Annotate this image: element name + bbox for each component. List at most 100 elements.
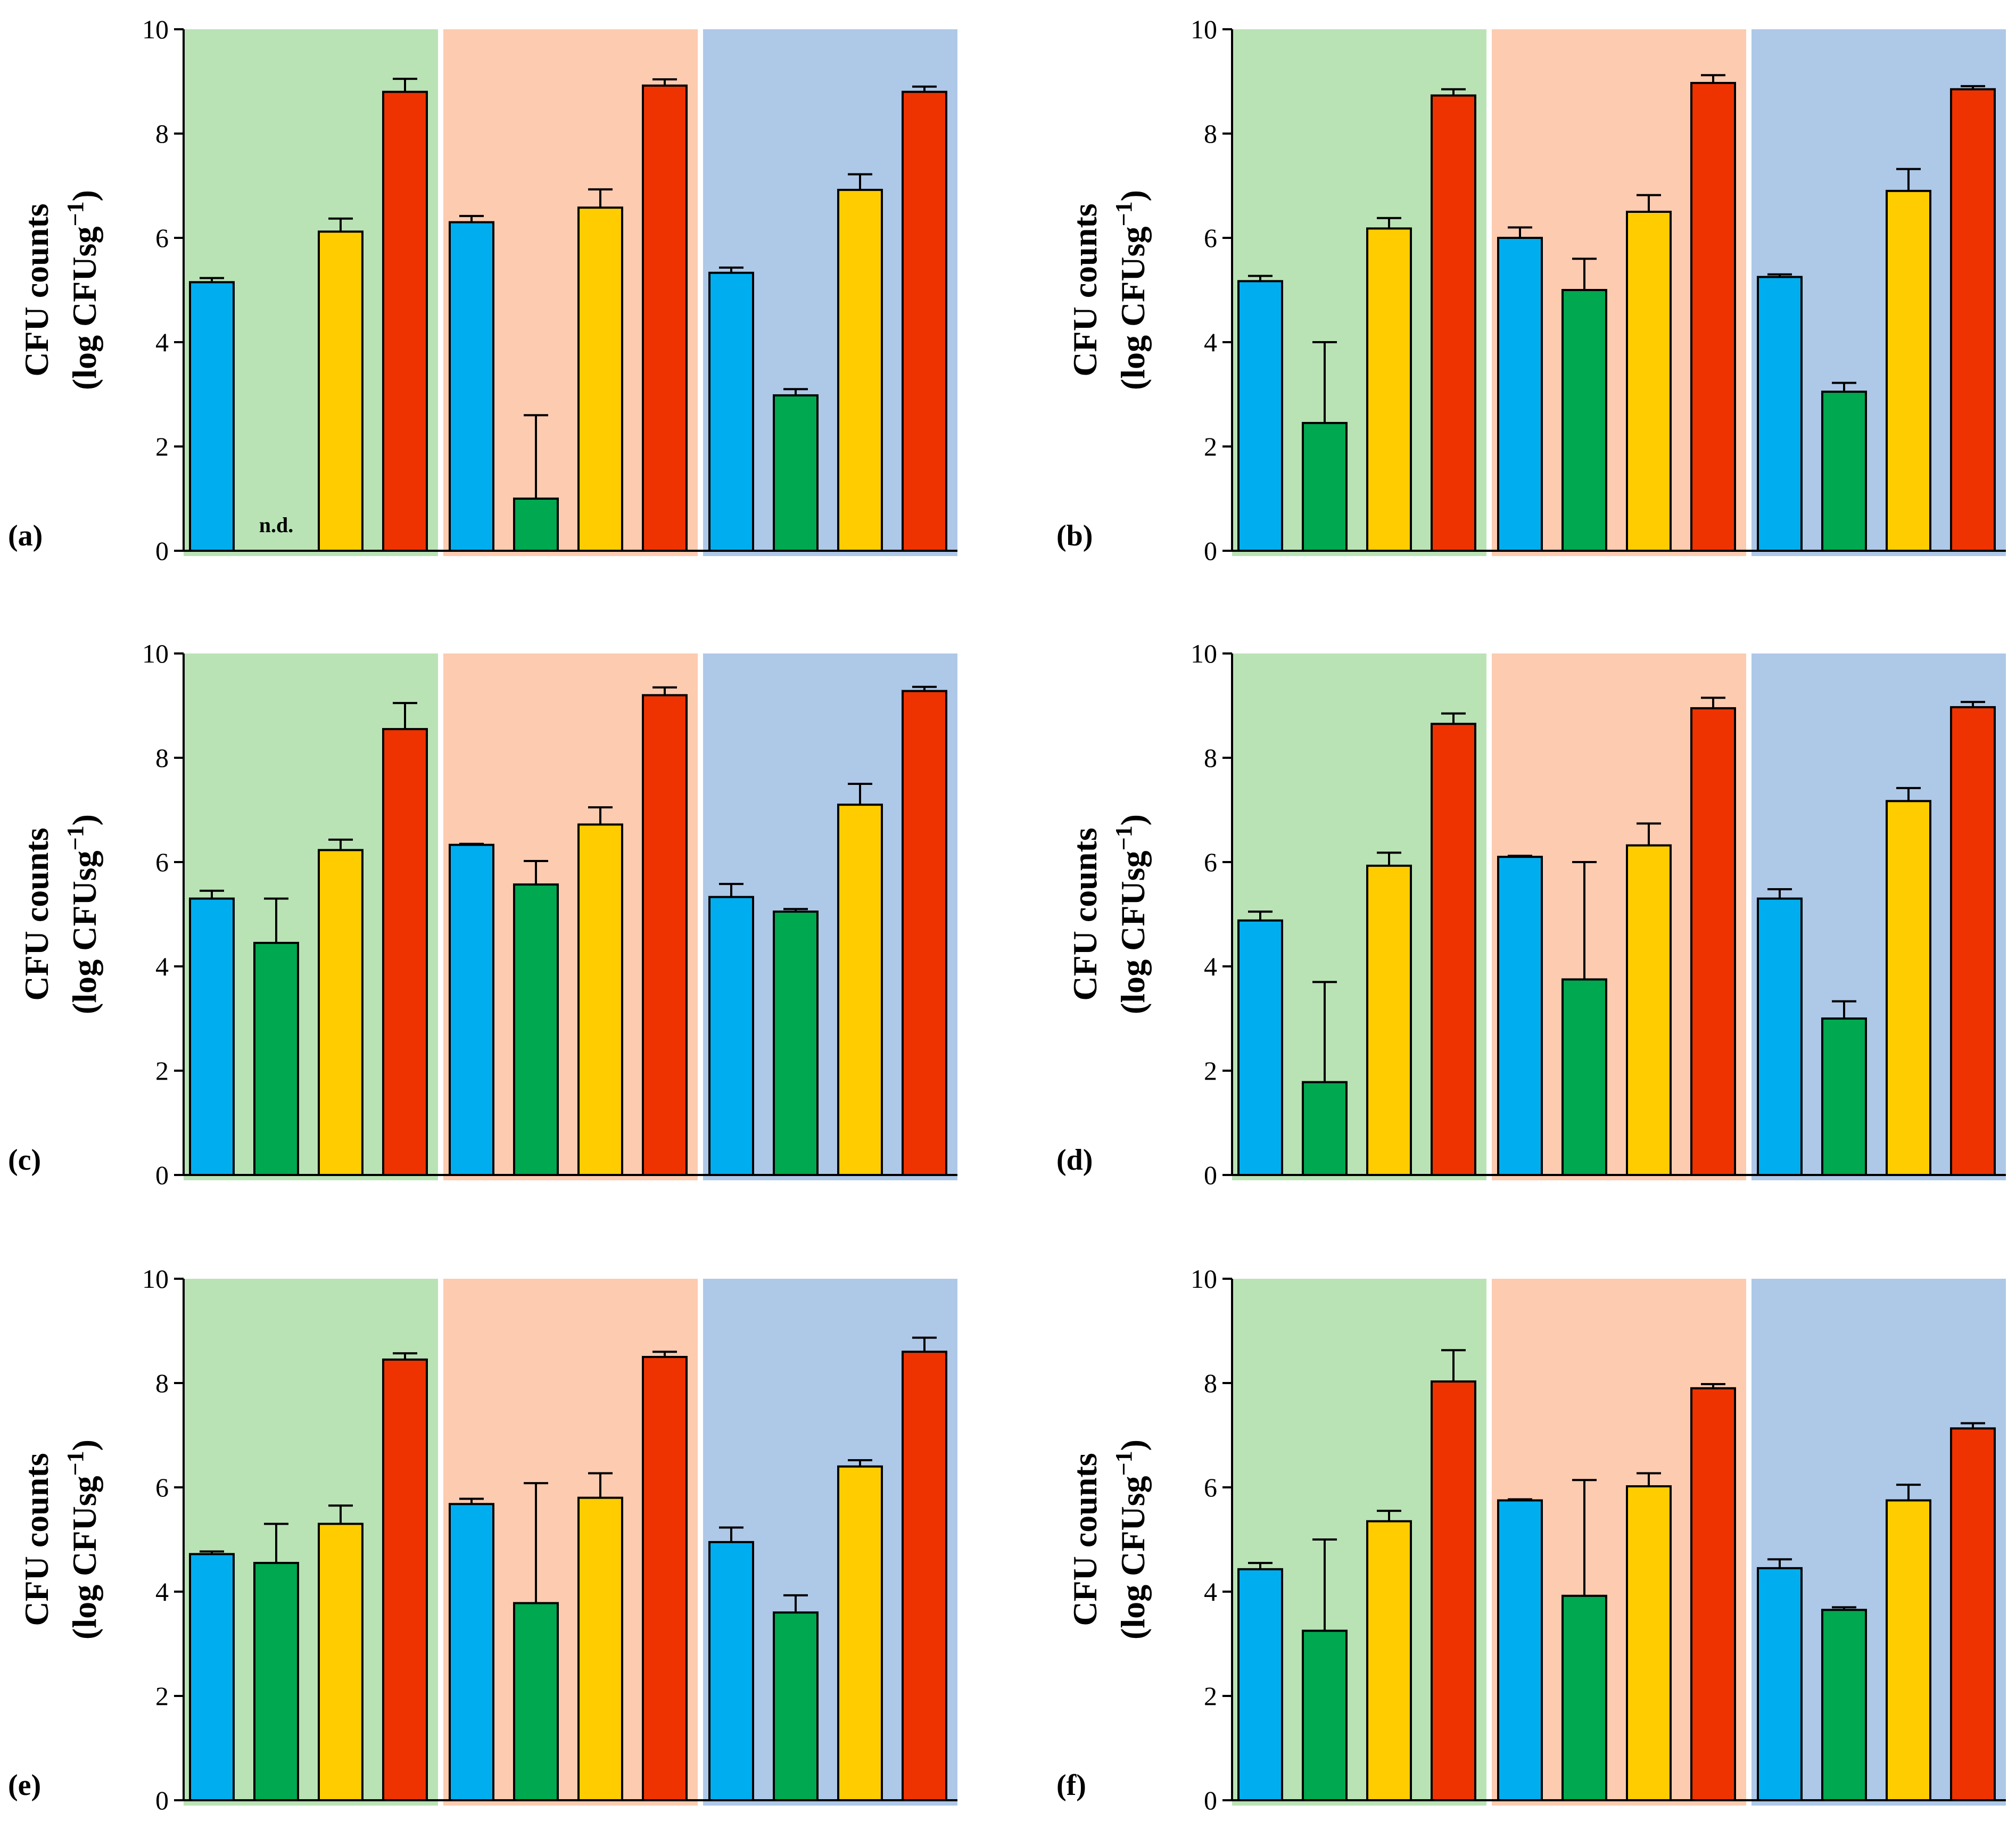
y-tick-label: 2 <box>155 1681 169 1711</box>
y-axis-label-exponent: −1 <box>1111 1451 1137 1476</box>
bar <box>1302 1629 1348 1801</box>
bar <box>1237 1568 1283 1802</box>
bar <box>1821 1017 1867 1176</box>
bar <box>1366 864 1412 1176</box>
bar <box>1886 800 1931 1176</box>
y-tick-label: 2 <box>155 432 169 461</box>
y-tick-label: 6 <box>1204 847 1217 877</box>
y-axis-label-exponent: −1 <box>62 201 88 226</box>
bar <box>902 690 947 1177</box>
bar <box>577 823 623 1176</box>
panel-label: (f) <box>1056 1769 1086 1802</box>
bar <box>902 1351 947 1801</box>
bar <box>1950 88 1996 552</box>
bar <box>513 1602 559 1802</box>
y-tick-label: 10 <box>1191 1264 1217 1294</box>
y-axis-label-units: (log CFUsg−1) <box>1111 190 1152 390</box>
y-axis-label-close: ) <box>1114 814 1152 825</box>
bar <box>1237 280 1283 552</box>
bar <box>1886 1499 1931 1801</box>
y-axis-label-units: (log CFUsg−1) <box>62 1439 104 1640</box>
bar <box>773 394 819 552</box>
bar <box>577 206 623 552</box>
y-axis-label-close: ) <box>65 814 103 825</box>
y-axis-label-units: (log CFUsg−1) <box>1111 1439 1152 1640</box>
bar <box>1302 1081 1348 1177</box>
y-tick-label: 10 <box>142 639 169 668</box>
y-tick-label: 2 <box>1204 1681 1217 1711</box>
bar <box>708 1541 754 1801</box>
y-tick-label: 6 <box>155 223 169 253</box>
bar <box>253 1562 299 1802</box>
y-tick-label: 10 <box>142 14 169 44</box>
y-axis-label-units-text: (log CFUsg <box>1114 226 1152 390</box>
bar <box>577 1496 623 1802</box>
bar <box>253 941 299 1177</box>
y-axis-label-units-text: (log CFUsg <box>65 850 103 1014</box>
y-axis-label-exponent: −1 <box>1111 201 1137 226</box>
bar <box>189 897 235 1176</box>
y-axis-label-close: ) <box>65 1439 103 1451</box>
y-tick-label: 4 <box>1204 951 1217 981</box>
bar <box>1690 707 1736 1176</box>
y-axis-label-close: ) <box>65 190 103 201</box>
bar <box>1302 421 1348 552</box>
bar <box>773 910 819 1176</box>
bar <box>1561 978 1607 1176</box>
y-tick-label: 6 <box>155 1472 169 1502</box>
y-axis-label: CFU counts <box>1066 203 1104 376</box>
y-tick-label: 6 <box>1204 1472 1217 1502</box>
panel-label: (d) <box>1056 1144 1093 1177</box>
bar <box>837 804 883 1176</box>
bar <box>1431 1380 1476 1802</box>
bar <box>1237 919 1283 1176</box>
bar <box>449 1503 494 1802</box>
y-axis-label-exponent: −1 <box>62 825 88 850</box>
bar <box>1366 1520 1412 1801</box>
bar <box>449 843 494 1177</box>
y-tick-label: 4 <box>155 1577 169 1607</box>
bar <box>837 1465 883 1802</box>
bar <box>1626 844 1672 1176</box>
y-tick-label: 4 <box>155 951 169 981</box>
bar <box>1757 1567 1803 1801</box>
bar <box>642 1356 688 1801</box>
bar <box>1497 1499 1543 1801</box>
bar <box>1561 1594 1607 1802</box>
y-axis-label-exponent: −1 <box>62 1451 88 1476</box>
y-axis-label-units-text: (log CFUsg <box>65 1476 103 1640</box>
panel-label: (e) <box>8 1769 41 1802</box>
y-tick-label: 0 <box>1204 1785 1217 1815</box>
y-axis-label-units-text: (log CFUsg <box>1114 850 1152 1014</box>
y-tick-label: 2 <box>1204 432 1217 461</box>
panel-label: (c) <box>8 1144 41 1177</box>
y-axis-label-close: ) <box>1114 190 1152 201</box>
bar <box>449 221 494 552</box>
bar <box>1757 276 1803 552</box>
bar <box>318 849 363 1176</box>
bar <box>1950 1427 1996 1801</box>
y-axis-label-units: (log CFUsg−1) <box>1111 814 1152 1014</box>
bar <box>1497 237 1543 552</box>
y-tick-label: 0 <box>155 536 169 566</box>
bar <box>382 728 428 1176</box>
y-tick-label: 10 <box>1191 14 1217 44</box>
y-tick-label: 8 <box>1204 1368 1217 1398</box>
y-tick-label: 6 <box>155 847 169 877</box>
y-axis-label-units: (log CFUsg−1) <box>62 190 104 390</box>
panel-label: (a) <box>8 519 43 552</box>
bar <box>1431 94 1476 552</box>
bar <box>837 188 883 552</box>
bar <box>642 84 688 552</box>
y-tick-label: 6 <box>1204 223 1217 253</box>
y-tick-label: 10 <box>142 1264 169 1294</box>
y-axis-label: CFU counts <box>1066 827 1104 1000</box>
panel-label: (b) <box>1056 519 1093 552</box>
bar <box>708 271 754 552</box>
y-axis-label: CFU counts <box>18 827 55 1000</box>
y-tick-label: 8 <box>155 1368 169 1398</box>
